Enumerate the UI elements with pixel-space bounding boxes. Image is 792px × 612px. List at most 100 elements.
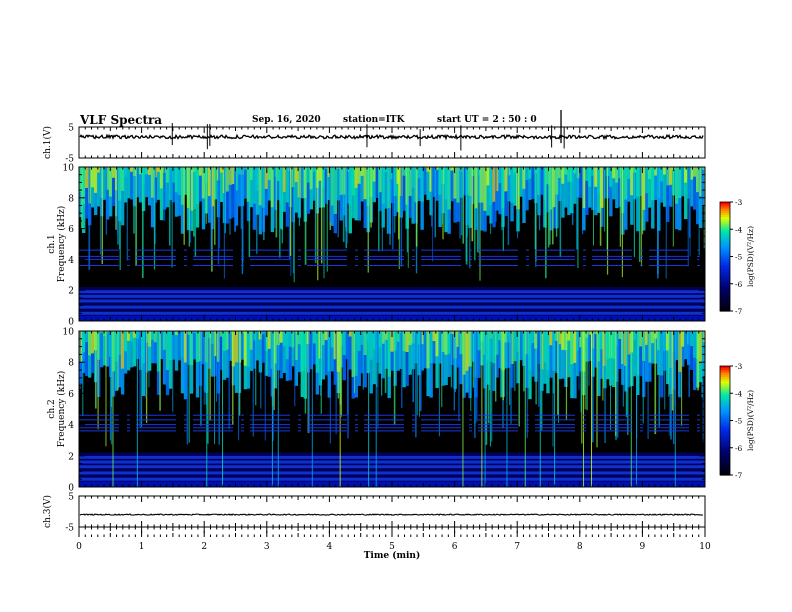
spectral-strip-bright	[408, 331, 412, 346]
sferic-streak	[381, 331, 383, 396]
spectral-strip	[573, 331, 577, 399]
spectral-strip	[588, 167, 592, 208]
station-label: station=ITK	[343, 115, 405, 125]
spectral-strip-bright	[657, 167, 661, 198]
spectral-strip	[417, 167, 421, 202]
sferic-streak	[431, 167, 433, 227]
y-tick-label: -5	[65, 155, 74, 165]
spectral-strip	[504, 331, 508, 369]
spectral-strip	[657, 167, 661, 231]
noise-band	[79, 471, 705, 475]
sferic-streak	[584, 331, 586, 410]
spectral-strip	[477, 331, 481, 378]
spectral-strip-bright	[243, 167, 248, 170]
x-ticks: 0 1 2 3 4 5 6 7 8 9 10	[76, 527, 711, 552]
spectral-strip-bright	[219, 331, 224, 337]
colorbar: -3 -4 -5 -6 -7 log(PSD)(V²/Hz)	[719, 198, 755, 316]
spectral-strip	[678, 167, 682, 231]
x-tick-label: 7	[514, 542, 520, 552]
spectral-strip	[684, 331, 688, 360]
y-tick-label: 4	[68, 421, 74, 431]
spectral-strip	[240, 331, 245, 360]
spectral-strip-bright	[246, 167, 251, 202]
sferic-streak	[432, 167, 434, 262]
spectral-strip-bright	[420, 331, 424, 345]
colorbar-swatch	[720, 387, 730, 391]
sferic-streak	[688, 331, 691, 398]
colorbar-swatch	[720, 442, 730, 446]
sferic-streak	[490, 167, 492, 234]
spectral-strip	[663, 167, 667, 207]
spectral-strip-bright	[489, 331, 493, 339]
spectral-strip-bright	[90, 331, 95, 354]
spectral-strip-bright	[675, 167, 679, 204]
colorbar-tick-label: -3	[735, 198, 743, 207]
spectral-strip	[102, 331, 107, 366]
spectral-strip-bright	[357, 167, 361, 184]
x-axis-label: Time (min)	[364, 550, 421, 561]
spectral-strip	[600, 331, 604, 379]
sferic-streak	[260, 331, 262, 409]
sferic-streak	[571, 167, 574, 225]
sferic-streak	[214, 331, 216, 445]
spectral-strip	[378, 331, 382, 374]
spectral-strip-bright	[213, 331, 218, 357]
spectral-strip	[648, 167, 652, 208]
waveform-trace	[79, 133, 704, 141]
sferic-streak	[229, 167, 231, 235]
colorbar-swatch	[720, 236, 730, 240]
x-ticks	[78, 331, 706, 487]
spectral-strip-bright	[189, 331, 194, 366]
spectral-strip-bright	[315, 331, 320, 373]
spectral-strip	[126, 167, 131, 199]
sferic-streak	[466, 167, 468, 238]
spectral-strip-bright	[201, 167, 206, 199]
spectral-strip-bright	[420, 167, 424, 202]
sferic-streak	[183, 167, 185, 245]
spectral-strip-bright	[237, 167, 242, 175]
spectral-strip-bright	[660, 331, 664, 376]
spectral-strip	[237, 167, 242, 207]
spectral-strip	[633, 331, 637, 377]
spectral-strip	[405, 331, 409, 387]
spectral-strip-bright	[426, 331, 430, 369]
sferic-streak	[700, 167, 703, 227]
spectral-strip	[309, 331, 314, 370]
spectral-strip-bright	[231, 167, 236, 185]
colorbar-swatch	[720, 241, 730, 245]
spectral-strip	[402, 167, 406, 211]
colorbar-tick-label: -4	[735, 225, 743, 234]
spectral-strip-bright	[285, 167, 290, 203]
spectral-strip-bright	[183, 331, 188, 363]
sferic-streak	[578, 331, 580, 390]
colorbar-swatch	[720, 230, 730, 234]
spectral-strip	[594, 167, 598, 216]
spectral-strip	[225, 331, 230, 378]
spectral-strip-bright	[195, 167, 200, 204]
spectral-strip	[195, 331, 200, 398]
sferic-streak	[217, 167, 220, 265]
spectral-strip	[450, 167, 454, 202]
spectral-strip-bright	[117, 331, 122, 355]
spectral-strip	[531, 167, 535, 200]
spectral-strip-bright	[246, 331, 251, 367]
sferic-streak	[599, 167, 602, 246]
spectral-strip-bright	[90, 167, 95, 188]
sferic-streak	[588, 331, 590, 386]
sferic-streak	[292, 167, 294, 274]
spectral-strip	[84, 167, 89, 219]
colorbar-swatch	[720, 427, 730, 430]
spectral-strip-bright	[333, 167, 337, 214]
colorbar-swatch	[720, 446, 730, 450]
sferic-streak	[214, 167, 216, 245]
spectral-strip-bright	[582, 167, 586, 209]
spectral-strip	[261, 331, 266, 363]
spectral-strip-bright	[429, 331, 433, 364]
spectral-strip	[201, 331, 206, 365]
y-tick-label: 0	[68, 318, 74, 328]
spectral-strip	[459, 331, 463, 385]
spectral-strip-bright	[495, 167, 499, 192]
colorbar-swatch	[720, 217, 730, 221]
channel-label: ch.1	[47, 234, 57, 253]
